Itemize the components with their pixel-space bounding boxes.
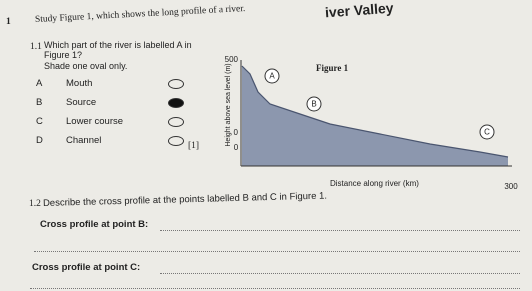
- profile-area: [242, 66, 508, 166]
- answer-oval[interactable]: [168, 117, 184, 127]
- y-tick-label: 0: [234, 128, 239, 137]
- point-label: A: [269, 72, 275, 81]
- option-label: Source: [66, 97, 97, 108]
- figure-title: Figure 1: [316, 63, 349, 73]
- question-number: 1.1: [30, 42, 42, 52]
- point-circle: [479, 124, 495, 140]
- point-circle: [264, 68, 280, 84]
- answer-line: [160, 273, 520, 274]
- option-letter: A: [36, 78, 43, 89]
- x-tick-label: 300: [504, 182, 518, 191]
- question-text: Which part of the river is labelled A in…: [44, 40, 192, 60]
- question-number: 1: [6, 17, 11, 27]
- answer-oval[interactable]: [168, 136, 184, 146]
- answer-line: [34, 251, 520, 252]
- option-label: Lower course: [66, 116, 124, 127]
- answer-label: Cross profile at point C:: [32, 262, 141, 273]
- point-markers: A B C: [264, 68, 495, 140]
- point-label: B: [311, 100, 316, 109]
- instruction: Shade one oval only.: [44, 61, 128, 71]
- y-tick-label: 500: [225, 55, 239, 64]
- answer-line: [30, 288, 520, 289]
- answer-oval[interactable]: [168, 79, 184, 89]
- point-circle: [306, 96, 322, 112]
- answer-oval[interactable]: [168, 98, 184, 108]
- x-tick-label: 0: [234, 143, 239, 152]
- option-letter: C: [36, 116, 43, 127]
- x-axis-label: Distance along river (km): [330, 179, 419, 188]
- y-axis-label: Height above sea level (m): [225, 63, 232, 146]
- marks: [1]: [188, 141, 200, 151]
- option-letter: B: [36, 97, 43, 108]
- option-letter: D: [36, 135, 43, 146]
- question-number: 1.2: [29, 199, 41, 209]
- answer-line: [160, 230, 520, 231]
- profile-line: [241, 65, 509, 158]
- point-label: C: [484, 128, 490, 137]
- option-label: Channel: [66, 135, 102, 146]
- answer-label: Cross profile at point B:: [40, 219, 149, 230]
- option-label: Mouth: [66, 78, 93, 89]
